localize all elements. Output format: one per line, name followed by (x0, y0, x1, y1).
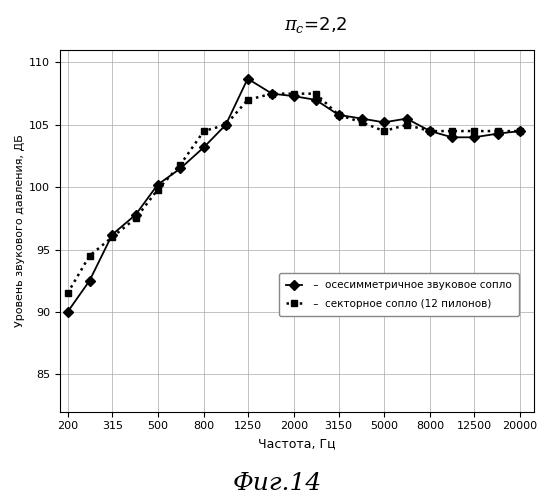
 –  секторное сопло (12 пилонов) (64, 290, 71, 296)
 –  секторное сопло (12 пилонов) (312, 90, 319, 96)
Text: $\pi_c$=2,2: $\pi_c$=2,2 (284, 15, 347, 35)
 –  секторное сопло (12 пилонов) (222, 122, 229, 128)
 –  осесимметричное звуковое сопло (244, 76, 251, 82)
 –  секторное сопло (12 пилонов) (290, 90, 297, 96)
Line:  –  секторное сопло (12 пилонов): – секторное сопло (12 пилонов) (64, 90, 524, 296)
 –  секторное сопло (12 пилонов) (471, 128, 478, 134)
 –  осесимметричное звуковое сопло (155, 182, 161, 188)
Legend:  –  осесимметричное звуковое сопло,  –  секторное сопло (12 пилонов): – осесимметричное звуковое сопло, – сект… (279, 273, 519, 316)
 –  осесимметричное звуковое сопло (201, 144, 207, 150)
 –  осесимметричное звуковое сопло (132, 212, 139, 218)
 –  осесимметричное звуковое сопло (471, 134, 478, 140)
 –  осесимметричное звуковое сопло (449, 134, 455, 140)
 –  секторное сопло (12 пилонов) (427, 128, 433, 134)
 –  секторное сопло (12 пилонов) (358, 120, 365, 126)
 –  осесимметричное звуковое сопло (495, 130, 501, 136)
Text: Фиг.14: Фиг.14 (232, 472, 322, 495)
 –  секторное сопло (12 пилонов) (517, 128, 524, 134)
 –  секторное сопло (12 пилонов) (86, 253, 93, 259)
 –  осесимметричное звуковое сопло (403, 116, 410, 121)
Y-axis label: Уровень звукового давления, ДБ: Уровень звукового давления, ДБ (15, 134, 25, 327)
 –  секторное сопло (12 пилонов) (109, 234, 116, 240)
 –  секторное сопло (12 пилонов) (132, 216, 139, 222)
 –  секторное сопло (12 пилонов) (495, 128, 501, 134)
Line:  –  осесимметричное звуковое сопло: – осесимметричное звуковое сопло (64, 75, 524, 316)
 –  осесимметричное звуковое сопло (381, 120, 387, 126)
 –  осесимметричное звуковое сопло (177, 166, 184, 172)
 –  осесимметричное звуковое сопло (64, 309, 71, 315)
 –  секторное сопло (12 пилонов) (381, 128, 387, 134)
 –  секторное сопло (12 пилонов) (449, 128, 455, 134)
 –  секторное сопло (12 пилонов) (403, 122, 410, 128)
 –  осесимметричное звуковое сопло (290, 93, 297, 99)
 –  осесимметричное звуковое сопло (312, 97, 319, 103)
 –  секторное сопло (12 пилонов) (155, 186, 161, 192)
 –  секторное сопло (12 пилонов) (177, 162, 184, 168)
 –  осесимметричное звуковое сопло (335, 112, 342, 118)
 –  осесимметричное звуковое сопло (109, 232, 116, 237)
 –  секторное сопло (12 пилонов) (244, 97, 251, 103)
X-axis label: Частота, Гц: Частота, Гц (258, 437, 336, 450)
 –  осесимметричное звуковое сопло (86, 278, 93, 284)
 –  секторное сопло (12 пилонов) (201, 128, 207, 134)
 –  осесимметричное звуковое сопло (269, 90, 275, 96)
 –  осесимметричное звуковое сопло (427, 128, 433, 134)
 –  секторное сопло (12 пилонов) (335, 112, 342, 118)
 –  осесимметричное звуковое сопло (358, 116, 365, 121)
 –  секторное сопло (12 пилонов) (269, 90, 275, 96)
 –  осесимметричное звуковое сопло (222, 122, 229, 128)
 –  осесимметричное звуковое сопло (517, 128, 524, 134)
